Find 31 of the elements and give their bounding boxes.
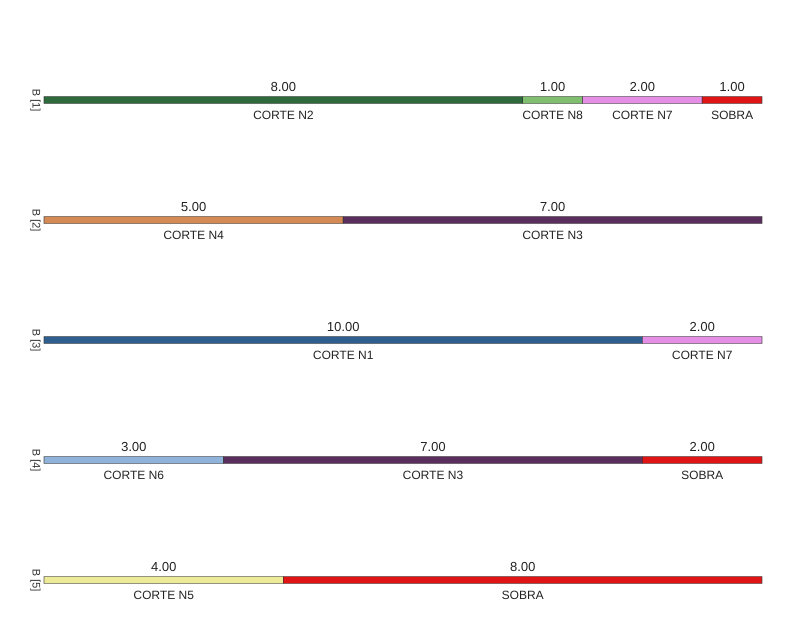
text: CORTE N7 <box>672 348 732 362</box>
data-label: 7.00 <box>420 439 446 454</box>
data-label: 1.00 <box>719 79 745 94</box>
series-label: CORTE N8 <box>522 108 584 122</box>
text: CORTE N3 <box>402 468 464 482</box>
text: SOBRA <box>681 468 724 482</box>
data-label: 1.00 <box>540 79 566 94</box>
y-tick-label: B [5] <box>30 568 42 592</box>
data-label: 5.00 <box>180 199 206 214</box>
data-label: 8.00 <box>270 79 296 94</box>
y-tick-label: B [3] <box>30 328 42 352</box>
data-label: 7.00 <box>540 199 566 214</box>
y-tick-label: B [2] <box>30 208 42 232</box>
series-label: CORTE N3 <box>522 228 584 242</box>
y-tick-label: B [1] <box>30 88 42 112</box>
series-label: CORTE N6 <box>104 468 164 482</box>
text: SOBRA <box>502 588 544 602</box>
data-label: 2.00 <box>690 439 715 454</box>
data-label: 2.00 <box>630 79 655 94</box>
data-label: 3.00 <box>121 439 146 454</box>
data-label: 2.00 <box>690 319 715 334</box>
data-label: 10.00 <box>326 319 360 334</box>
y-tick-label: B [4] <box>30 448 42 472</box>
series-label: CORTE N7 <box>612 108 673 122</box>
series-label: CORTE N5 <box>133 588 194 602</box>
data-label: 8.00 <box>510 559 536 574</box>
series-label: CORTE N1 <box>312 348 374 362</box>
series-label: CORTE N2 <box>253 108 314 122</box>
series-label: SOBRA <box>711 108 754 122</box>
data-label: 4.00 <box>151 559 176 574</box>
series-label: CORTE N4 <box>163 228 224 242</box>
